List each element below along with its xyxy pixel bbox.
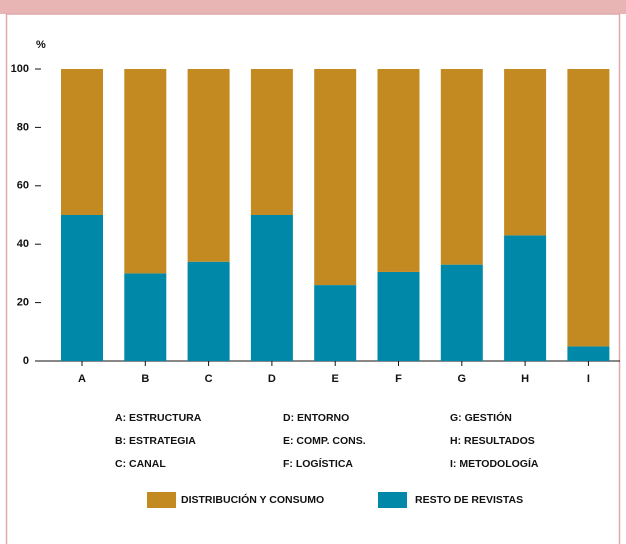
bar-segment [124,69,167,274]
legend-swatch [378,492,407,508]
category-note: D: ENTORNO [283,412,349,424]
bar-segment [187,69,230,262]
x-tick-label: H [521,373,529,385]
x-tick-label: C [205,373,213,385]
x-tick-label: D [268,373,276,385]
bar-segment [314,69,357,286]
x-tick-label: E [332,373,339,385]
y-tick-label: 40 [17,238,29,250]
bar-segment [187,261,230,361]
bar-segment [250,69,293,215]
y-axis-label: % [36,39,46,51]
bar-segment [250,215,293,361]
bar-segment [567,69,610,347]
bar-segment [314,285,357,361]
y-tick-label: 80 [17,121,29,133]
category-note: C: CANAL [115,458,166,470]
bar-segment [124,273,167,361]
category-note: I: METODOLOGÍA [450,457,539,470]
x-tick-label: F [395,373,402,385]
category-note: F: LOGÍSTICA [283,457,353,470]
bar-segment [377,69,420,272]
bar-segment [567,346,610,361]
bar-segment [504,235,547,361]
bar-segment [504,69,547,236]
bar-segment [377,271,420,361]
top-band [0,0,626,14]
x-tick-label: I [587,373,590,385]
frame [5,13,621,544]
y-tick-label: 100 [11,63,29,75]
category-note: A: ESTRUCTURA [115,412,202,424]
y-tick-label: 20 [17,297,29,309]
category-note: G: GESTIÓN [450,411,512,424]
y-tick-label: 0 [23,355,29,367]
y-tick-label: 60 [17,180,29,192]
bar-segment [61,215,103,361]
category-note: B: ESTRATEGIA [115,435,196,447]
category-note: E: COMP. CONS. [283,435,366,447]
bar-segment [61,69,103,215]
bar-segment [440,69,483,265]
legend-swatch [147,492,176,508]
legend-label: DISTRIBUCIÓN Y CONSUMO [181,493,324,506]
legend-label: RESTO DE REVISTAS [415,494,523,506]
x-tick-label: B [141,373,149,385]
x-tick-label: A [78,373,86,385]
bar-segment [440,264,483,361]
x-tick-label: G [458,373,467,385]
category-note: H: RESULTADOS [450,435,535,447]
